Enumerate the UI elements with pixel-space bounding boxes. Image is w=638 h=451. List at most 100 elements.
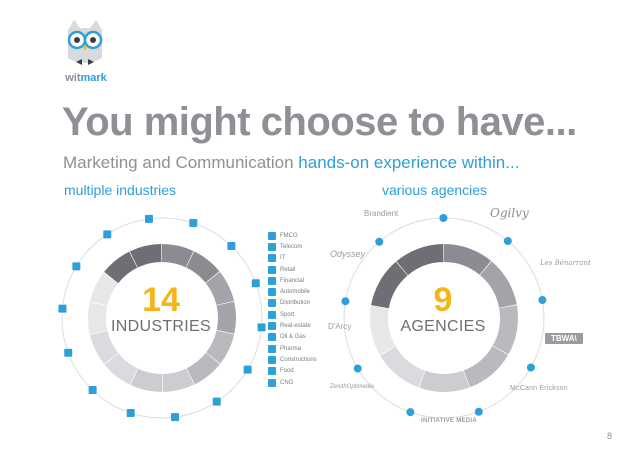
industries-node-icon xyxy=(88,385,97,394)
industry-label: Constructions xyxy=(280,356,317,363)
industries-segment xyxy=(90,331,119,365)
subtitle-plain: Marketing and Communication xyxy=(63,153,299,172)
industry-item: Pharma xyxy=(268,343,317,354)
agencies-segment xyxy=(380,346,425,388)
industry-icon xyxy=(268,322,276,331)
agencies-node xyxy=(406,408,415,417)
industry-item: Automobile xyxy=(268,286,317,297)
agencies-node xyxy=(375,237,384,246)
industry-label: Real-estate xyxy=(280,323,311,330)
industry-item: Retail xyxy=(268,264,317,275)
industry-label: Distribution xyxy=(280,300,311,307)
industry-icon xyxy=(268,367,276,376)
industry-item: Real-estate xyxy=(268,320,317,331)
page-title: You might choose to have... xyxy=(62,100,577,144)
agency-zenith: ZenithOptimedia xyxy=(330,384,375,390)
agencies-node xyxy=(503,237,512,246)
industry-label: FMCG xyxy=(280,232,298,239)
section-label-industries: multiple industries xyxy=(64,182,177,198)
industry-label: Oil & Gas xyxy=(280,334,306,341)
industry-icon xyxy=(268,310,276,319)
industries-node-icon xyxy=(257,323,266,332)
industries-segment xyxy=(162,368,195,392)
industry-item: IT xyxy=(268,253,317,264)
industry-icon xyxy=(268,355,276,364)
industry-label: Automobile xyxy=(280,289,311,296)
industry-item: Distribution xyxy=(268,298,317,309)
industry-icon xyxy=(268,242,276,251)
agencies-segment xyxy=(463,346,509,388)
owl-logo-icon xyxy=(67,20,103,65)
agencies-segment xyxy=(419,370,470,393)
agency-tbwa: TBWA\ xyxy=(545,333,583,344)
industries-segment xyxy=(88,302,108,335)
agencies-node xyxy=(353,364,362,373)
agencies-node xyxy=(341,297,350,306)
agency-ogilvy: Ogilvy xyxy=(490,206,529,220)
logo-wordmark: witmark xyxy=(65,72,107,84)
agencies-segment xyxy=(370,305,396,355)
industry-label: Pharma xyxy=(280,345,302,352)
industries-node-icon xyxy=(227,242,236,251)
industry-icon xyxy=(268,333,276,342)
industries-node-icon xyxy=(171,413,180,422)
industry-item: Oil & Gas xyxy=(268,332,317,343)
agencies-node xyxy=(439,214,448,223)
industry-label: CNG xyxy=(280,379,294,386)
industries-node-icon xyxy=(126,408,135,417)
industries-node-icon xyxy=(64,348,73,357)
industry-label: Financial xyxy=(280,277,305,284)
agencies-segment xyxy=(492,305,518,355)
industry-label: Food xyxy=(280,368,294,375)
agencies-count: 9 xyxy=(433,281,453,319)
industry-item: Telecom xyxy=(268,241,317,252)
industries-segment xyxy=(206,330,235,364)
industries-node-icon xyxy=(58,304,67,313)
industries-segment xyxy=(162,244,194,268)
industry-icon xyxy=(268,254,276,263)
agencies-segment xyxy=(371,261,408,309)
industries-segment xyxy=(104,353,138,385)
section-label-agencies: various agencies xyxy=(382,182,488,198)
industries-segment xyxy=(104,251,138,284)
subtitle: Marketing and Communication hands-on exp… xyxy=(63,153,519,173)
industry-icon xyxy=(268,378,276,387)
industry-icon xyxy=(268,265,276,274)
industry-item: Financial xyxy=(268,275,317,286)
industry-icon xyxy=(268,288,276,297)
agencies-segment xyxy=(444,244,491,275)
agency-initiative: INITIATIVE MEDIA xyxy=(421,418,478,424)
industry-label: Telecom xyxy=(280,243,303,250)
industries-node-icon xyxy=(243,365,252,374)
industries-segment xyxy=(89,272,118,306)
agency-darcy: D'Arcy xyxy=(328,322,352,331)
industries-outer-ring xyxy=(61,217,263,419)
industries-segment xyxy=(129,244,162,268)
industries-caption: INDUSTRIES xyxy=(111,318,211,335)
industries-segment xyxy=(216,301,237,334)
industry-icon xyxy=(268,231,276,240)
agencies-segment xyxy=(396,244,444,276)
industries-segment xyxy=(186,251,220,283)
industry-item: Food xyxy=(268,366,317,377)
industries-node-icon xyxy=(72,262,81,271)
agency-brandient: Brandient xyxy=(364,209,399,218)
industry-label: Sport xyxy=(280,311,295,318)
agencies-caption: AGENCIES xyxy=(400,318,486,335)
industries-segment xyxy=(205,271,234,305)
industry-item: Sport xyxy=(268,309,317,320)
industry-list: FMCG Telecom IT Retail Financial Automobile Di… xyxy=(268,230,317,388)
industries-node-icon xyxy=(103,230,112,239)
industries-count: 14 xyxy=(142,281,180,319)
industry-icon xyxy=(268,299,276,308)
industry-label: Retail xyxy=(280,266,296,273)
industry-icon xyxy=(268,276,276,285)
page-number: 8 xyxy=(606,431,612,441)
agency-lesbenarrant: Les Bénarrant xyxy=(540,259,591,267)
agencies-node xyxy=(526,363,535,372)
industries-node-icon xyxy=(212,397,221,406)
agency-odyssey: Odyssey xyxy=(330,249,366,259)
agency-mccann: McCann Erickson xyxy=(510,385,568,392)
agencies-node xyxy=(474,407,483,416)
